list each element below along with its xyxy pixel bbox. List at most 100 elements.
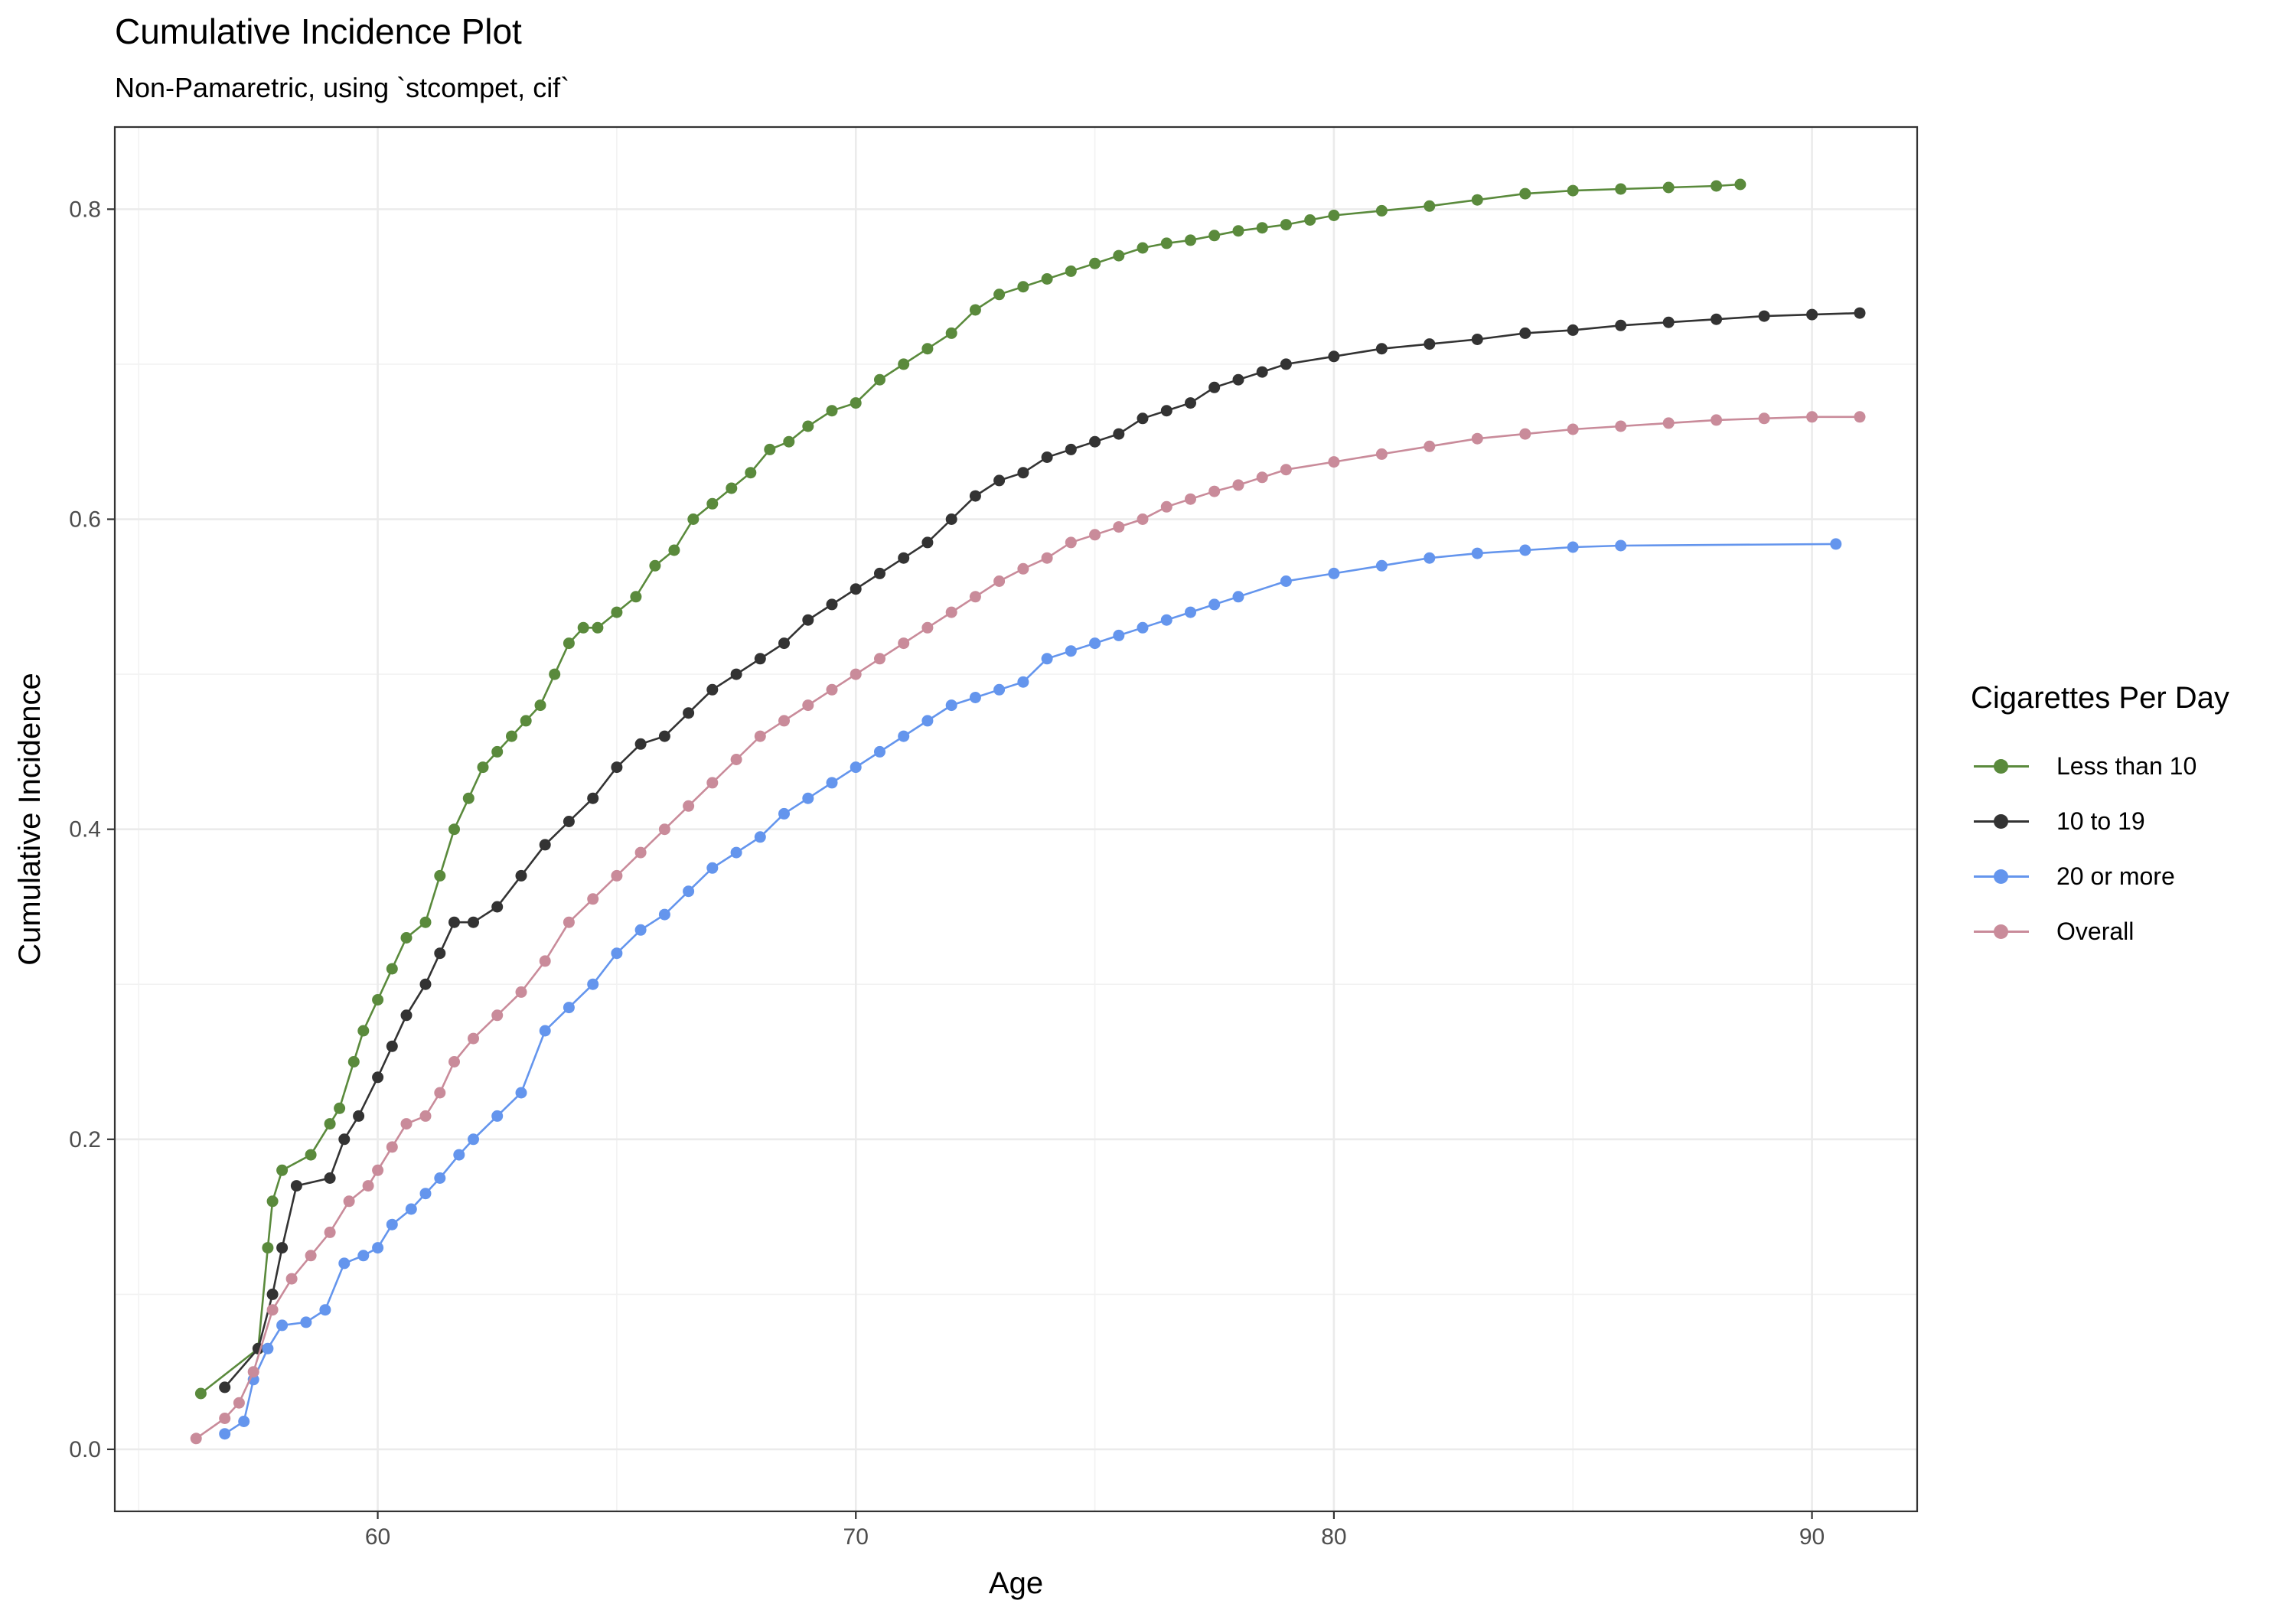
data-point <box>290 1180 302 1192</box>
data-point <box>754 730 766 742</box>
data-point <box>945 327 957 339</box>
data-point <box>357 1025 370 1037</box>
data-point <box>1041 273 1053 285</box>
data-point <box>324 1118 336 1130</box>
data-point <box>266 1195 279 1208</box>
data-point <box>324 1172 336 1184</box>
legend-item: 10 to 19 <box>1971 794 2229 849</box>
legend-label: Overall <box>2056 917 2135 945</box>
data-point <box>874 373 885 386</box>
data-point <box>683 885 695 898</box>
data-point <box>1758 310 1770 322</box>
data-point <box>1424 338 1436 350</box>
data-point <box>343 1195 355 1208</box>
data-point <box>305 1250 317 1262</box>
data-point <box>563 816 575 827</box>
data-point <box>993 474 1006 487</box>
data-point <box>434 869 446 882</box>
data-point <box>592 621 604 634</box>
data-point <box>539 839 551 851</box>
data-point <box>945 699 957 712</box>
data-point <box>219 1413 231 1424</box>
data-point <box>611 869 623 882</box>
data-point <box>1137 513 1149 525</box>
data-point <box>468 1032 479 1045</box>
data-point <box>850 397 862 409</box>
data-point <box>826 598 838 611</box>
data-point <box>969 692 981 703</box>
data-point <box>1280 358 1292 370</box>
data-point <box>587 978 599 990</box>
legend-key-dot <box>1994 759 2008 774</box>
data-point <box>434 1087 446 1099</box>
data-point <box>338 1133 351 1146</box>
data-point <box>1280 575 1292 587</box>
x-tick-label: 90 <box>1799 1524 1825 1550</box>
data-point <box>357 1250 370 1262</box>
data-point <box>448 1056 460 1068</box>
data-point <box>305 1149 317 1161</box>
legend-item: 20 or more <box>1971 849 2229 904</box>
series-layer <box>190 178 1866 1445</box>
data-point <box>1256 366 1268 378</box>
gridlines <box>115 127 1917 1511</box>
data-point <box>491 1009 504 1022</box>
data-point <box>1113 428 1125 440</box>
data-point <box>1017 676 1029 688</box>
data-point <box>1471 432 1483 445</box>
legend-label: 10 to 19 <box>2056 807 2145 835</box>
data-point <box>372 994 384 1006</box>
data-point <box>491 1110 504 1122</box>
data-point <box>520 715 532 727</box>
data-point <box>630 591 642 603</box>
data-point <box>238 1416 250 1427</box>
data-point <box>683 707 695 719</box>
data-point <box>1065 265 1077 277</box>
data-point <box>658 730 670 742</box>
data-point <box>1017 562 1029 575</box>
data-point <box>539 955 551 967</box>
data-point <box>706 862 719 874</box>
data-point <box>1424 440 1436 452</box>
data-point <box>563 1002 575 1014</box>
data-point <box>334 1102 346 1114</box>
data-point <box>419 978 432 990</box>
data-point <box>1113 521 1125 533</box>
legend-item: Overall <box>1971 904 2229 959</box>
legend-key-icon <box>1971 916 2032 947</box>
data-point <box>1017 281 1029 293</box>
data-point <box>850 668 862 680</box>
data-point <box>1424 552 1436 564</box>
data-point <box>1089 257 1101 269</box>
data-point <box>386 1218 398 1231</box>
data-point <box>850 761 862 774</box>
legend-item: Less than 10 <box>1971 738 2229 794</box>
data-point <box>386 963 398 975</box>
data-point <box>1471 194 1483 206</box>
data-point <box>1567 324 1579 336</box>
y-tick-label: 0.6 <box>69 507 101 533</box>
data-point <box>687 513 700 525</box>
data-point <box>419 1110 432 1122</box>
data-point <box>262 1242 274 1254</box>
data-point <box>1711 180 1723 192</box>
data-point <box>1089 637 1101 650</box>
series-10-to-19 <box>219 307 1866 1393</box>
data-point <box>577 621 589 634</box>
data-point <box>1375 343 1388 355</box>
data-point <box>468 1133 479 1146</box>
data-point <box>1806 308 1818 321</box>
data-point <box>945 513 957 525</box>
data-point <box>1567 541 1579 553</box>
data-point <box>434 1172 446 1184</box>
data-point <box>658 823 670 836</box>
data-point <box>726 482 738 494</box>
data-point <box>1734 178 1746 191</box>
data-point <box>1160 614 1172 626</box>
data-point <box>400 1009 413 1022</box>
data-point <box>453 1149 465 1161</box>
data-point <box>1065 536 1077 549</box>
data-point <box>219 1428 231 1440</box>
data-point <box>276 1242 289 1254</box>
